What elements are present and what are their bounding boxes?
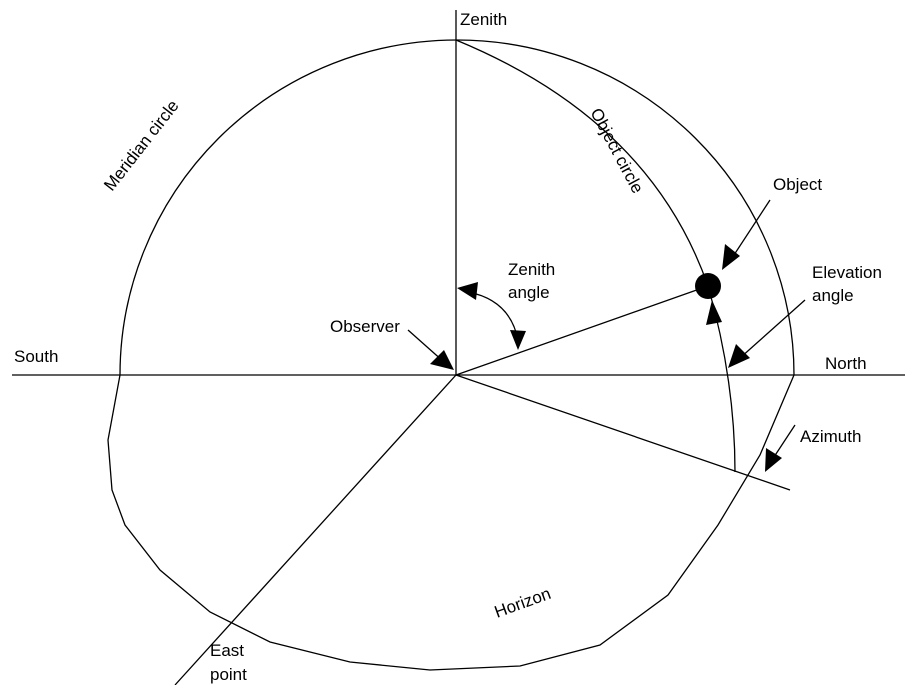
label: Elevation — [812, 263, 882, 282]
arrows — [407, 199, 806, 472]
label: point — [210, 665, 247, 684]
arrowhead — [706, 300, 722, 325]
arrowhead — [728, 344, 750, 368]
azimuth-line — [455, 374, 791, 491]
label: Horizon — [492, 584, 554, 622]
arrowhead — [722, 244, 740, 270]
label: Zenith — [460, 10, 507, 29]
label: South — [14, 347, 58, 366]
label: Azimuth — [800, 427, 861, 446]
label: Object — [773, 175, 822, 194]
geometry — [12, 10, 905, 685]
object-dot — [695, 273, 721, 299]
arrow — [731, 199, 771, 259]
arrowhead — [430, 350, 454, 370]
object-line — [455, 285, 709, 376]
east-line — [174, 374, 457, 685]
label: Meridian circle — [100, 96, 182, 194]
label: angle — [812, 286, 854, 305]
arrowhead — [765, 448, 782, 472]
arrowhead — [457, 282, 478, 300]
meridian-circle — [119, 39, 795, 376]
object-circle — [455, 39, 736, 473]
label: East — [210, 641, 244, 660]
label: Observer — [330, 317, 400, 336]
label: Object circle — [586, 105, 647, 197]
label: Zenith — [508, 260, 555, 279]
label: angle — [508, 283, 550, 302]
horizon-curve — [107, 374, 795, 671]
label: North — [825, 354, 867, 373]
arrow — [739, 299, 806, 359]
arrowhead — [510, 330, 526, 350]
